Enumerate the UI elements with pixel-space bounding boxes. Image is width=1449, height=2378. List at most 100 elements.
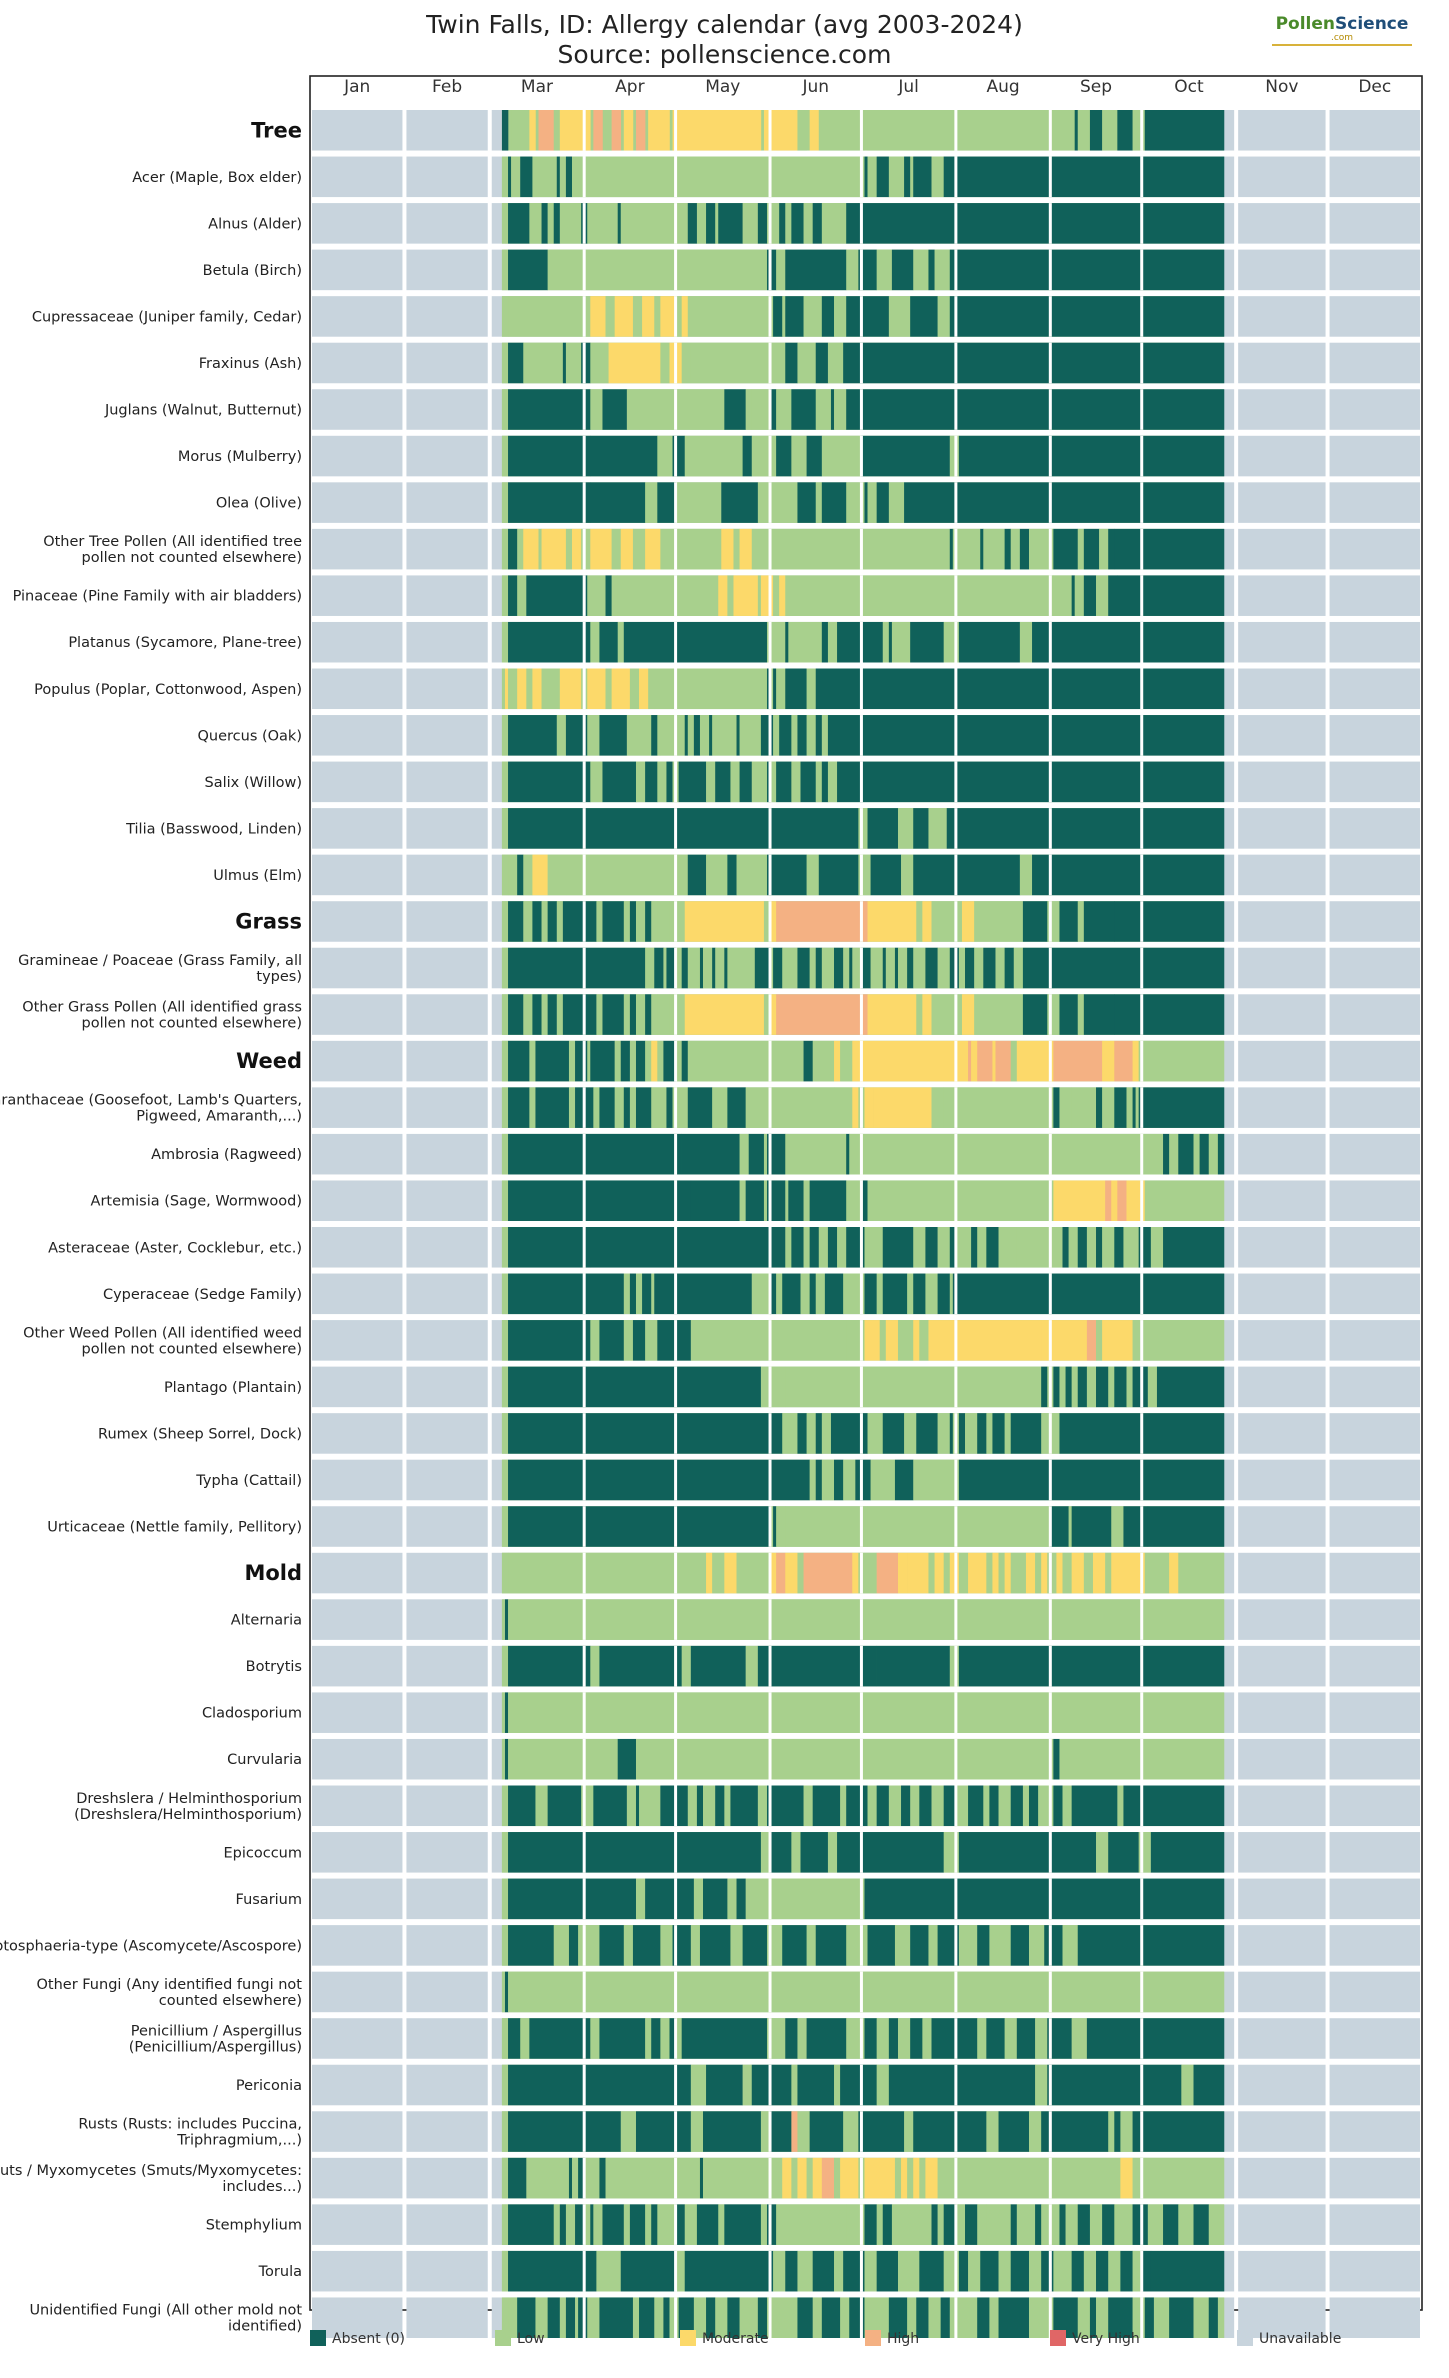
month-separator xyxy=(1048,901,1052,942)
level-segment xyxy=(675,2018,682,2059)
level-segment xyxy=(971,1227,978,1268)
level-segment xyxy=(931,1785,944,1827)
level-segment xyxy=(517,854,524,896)
level-segment xyxy=(770,1832,792,1873)
level-segment xyxy=(1086,1227,1097,1268)
unavailable-cell xyxy=(1329,1645,1420,1687)
unavailable-cell xyxy=(1238,1645,1326,1687)
month-separator xyxy=(954,2018,958,2059)
level-segment xyxy=(876,156,890,198)
legend-item-unavailable: Unavailable xyxy=(1237,2330,1341,2347)
level-segment xyxy=(690,2064,707,2106)
level-segment xyxy=(1114,994,1225,1035)
level-segment xyxy=(760,1366,786,1408)
month-separator xyxy=(582,994,586,1035)
level-segment xyxy=(617,575,719,616)
level-segment xyxy=(897,2018,911,2059)
logo-rule xyxy=(1272,44,1412,46)
level-segment xyxy=(797,2157,807,2199)
month-separator xyxy=(859,1785,863,1827)
level-segment xyxy=(797,2064,835,2106)
level-segment xyxy=(1144,110,1225,151)
level-segment xyxy=(602,901,625,942)
unavailable-cell xyxy=(1238,156,1326,198)
level-segment xyxy=(785,1366,960,1408)
level-segment xyxy=(885,1180,1054,1221)
month-separator xyxy=(1048,2157,1052,2199)
level-segment xyxy=(742,203,759,244)
month-separator xyxy=(954,1413,958,1454)
level-segment xyxy=(727,2297,740,2338)
level-segment xyxy=(806,715,817,756)
level-segment xyxy=(986,2111,999,2152)
unavailable-cell xyxy=(312,1645,403,1687)
unavailable-cell xyxy=(1238,2111,1326,2152)
chart-title-line2: Source: pollenscience.com xyxy=(557,40,892,69)
level-segment xyxy=(520,156,533,198)
level-segment xyxy=(508,2064,692,2106)
level-segment xyxy=(1010,1552,1027,1594)
month-label-mar: Mar xyxy=(521,77,553,97)
level-segment xyxy=(897,1552,908,1594)
month-separator xyxy=(1048,1040,1052,1082)
month-separator xyxy=(954,110,958,151)
heatmap-row-other-tree-pollen-all-identified-tree-pollen-not-counted-elsewhere: Other Tree Pollen (All identified treepo… xyxy=(43,528,1420,570)
level-segment xyxy=(508,1227,591,1268)
unavailable-cell xyxy=(1238,808,1326,849)
level-segment xyxy=(651,715,658,756)
level-segment xyxy=(654,947,664,989)
unavailable-cell xyxy=(406,1087,488,1128)
level-segment xyxy=(773,947,783,989)
level-segment xyxy=(888,1785,902,1827)
level-segment xyxy=(508,2157,527,2199)
level-segment xyxy=(864,1320,881,1361)
heatmap-row-other-grass-pollen-all-identified-grass-pollen-not-counted-elsewhere: Other Grass Pollen (All identified grass… xyxy=(22,994,1420,1035)
level-segment xyxy=(876,2250,899,2292)
month-separator xyxy=(1140,1878,1144,1920)
level-segment xyxy=(882,2204,893,2245)
level-segment xyxy=(770,668,774,710)
row-label: Ambrosia (Ragweed) xyxy=(151,1147,302,1163)
level-segment xyxy=(885,947,896,989)
month-separator xyxy=(582,1971,586,2013)
unavailable-cell xyxy=(1238,482,1326,523)
month-separator xyxy=(859,2297,863,2338)
level-segment xyxy=(504,1738,509,1780)
level-segment xyxy=(508,854,518,896)
level-segment xyxy=(803,1180,810,1221)
month-separator xyxy=(582,621,586,663)
month-separator xyxy=(1140,901,1144,942)
unavailable-cell xyxy=(406,2064,488,2106)
level-segment xyxy=(572,528,582,570)
month-separator xyxy=(582,296,586,337)
level-segment xyxy=(1105,1552,1112,1594)
level-segment xyxy=(1022,1785,1030,1827)
unavailable-cell xyxy=(406,1971,488,2013)
month-separator xyxy=(1140,1925,1144,1966)
month-separator xyxy=(954,2064,958,2106)
level-segment xyxy=(684,901,765,942)
level-segment xyxy=(827,342,844,384)
level-segment xyxy=(1108,2250,1121,2292)
level-segment xyxy=(663,1040,676,1082)
level-segment xyxy=(501,482,509,523)
level-segment xyxy=(696,1785,704,1827)
level-segment xyxy=(1013,947,1024,989)
level-segment xyxy=(651,1040,658,1082)
month-separator xyxy=(954,715,958,756)
unavailable-cell xyxy=(312,2204,403,2245)
level-segment xyxy=(1035,2018,1048,2059)
level-segment xyxy=(1108,1366,1115,1408)
row-label: Acer (Maple, Box elder) xyxy=(132,170,302,186)
unavailable-cell xyxy=(1329,947,1420,989)
level-segment xyxy=(843,2250,865,2292)
level-segment xyxy=(1019,854,1033,896)
level-segment xyxy=(1114,1087,1127,1128)
level-segment xyxy=(1083,2250,1097,2292)
level-segment xyxy=(928,808,948,849)
level-segment xyxy=(797,2250,813,2292)
level-segment xyxy=(599,2157,606,2199)
month-separator xyxy=(859,156,863,198)
level-segment xyxy=(675,1040,682,1082)
level-segment xyxy=(678,528,722,570)
